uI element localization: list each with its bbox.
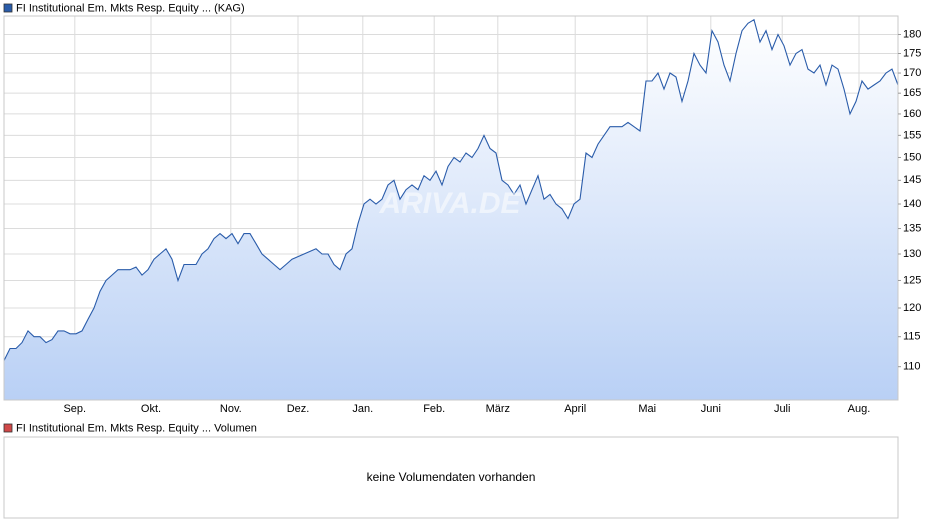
y-tick-label: 140	[903, 198, 921, 210]
x-tick-label: April	[564, 403, 586, 415]
x-tick-label: März	[486, 403, 510, 415]
y-tick-label: 170	[903, 67, 921, 79]
y-tick-label: 125	[903, 274, 921, 286]
x-tick-label: Okt.	[141, 403, 161, 415]
y-tick-label: 135	[903, 222, 921, 234]
legend-swatch	[3, 423, 13, 433]
x-tick-label: Aug.	[848, 403, 871, 415]
x-tick-label: Jan.	[352, 403, 373, 415]
area-fill	[4, 19, 898, 400]
y-tick-label: 130	[903, 248, 921, 260]
legend-label: FI Institutional Em. Mkts Resp. Equity .…	[16, 2, 245, 14]
y-tick-label: 115	[903, 331, 921, 343]
y-tick-label: 145	[903, 174, 921, 186]
y-tick-label: 150	[903, 151, 921, 163]
x-tick-label: Juni	[701, 403, 721, 415]
x-tick-label: Dez.	[287, 403, 310, 415]
legend-swatch	[3, 3, 13, 13]
y-tick-label: 160	[903, 108, 921, 120]
x-tick-label: Nov.	[220, 403, 242, 415]
y-tick-label: 110	[903, 361, 921, 373]
plot-border	[3, 15, 899, 401]
no-data-message: keine Volumendaten vorhanden	[367, 470, 536, 484]
volume-frame	[3, 436, 899, 519]
x-tick-label: Mai	[638, 403, 656, 415]
marks	[3, 18, 899, 400]
price-line	[3, 18, 899, 361]
x-tick-label: Sep.	[63, 403, 86, 415]
x-tick-label: Juli	[774, 403, 791, 415]
y-tick-label: 180	[903, 28, 921, 40]
x-tick-label: Feb.	[423, 403, 445, 415]
legend-label: FI Institutional Em. Mkts Resp. Equity .…	[16, 422, 257, 434]
y-tick-label: 175	[903, 47, 921, 59]
y-tick-label: 155	[903, 129, 921, 141]
y-tick-label: 120	[903, 302, 921, 314]
watermark: ARIVA.DE	[378, 187, 521, 220]
y-tick-label: 165	[903, 87, 921, 99]
